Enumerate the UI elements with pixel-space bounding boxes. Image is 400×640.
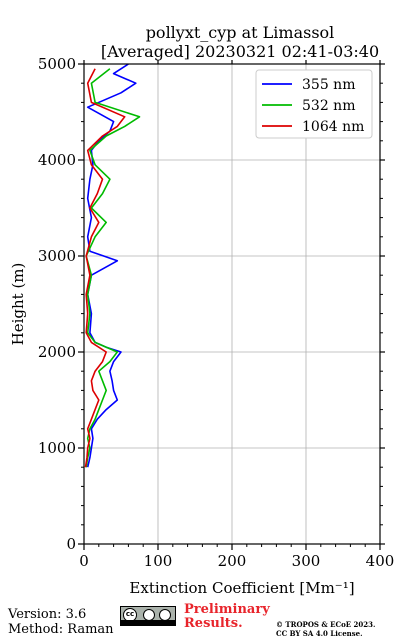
copyright-notice: © TROPOS & ECoE 2023. CC BY SA 4.0 Licen… — [276, 620, 375, 638]
y-tick-label: 5000 — [38, 55, 76, 73]
version-info: Version: 3.6 Method: Raman — [8, 607, 114, 637]
legend-label: 532 nm — [302, 98, 355, 114]
series-line-532-nm — [85, 68, 141, 468]
method-text: Method: Raman — [8, 622, 114, 637]
legend-label: 1064 nm — [302, 119, 364, 135]
x-tick-label: 100 — [144, 552, 173, 570]
y-tick-label: 2000 — [38, 343, 76, 361]
preliminary-results-notice: Preliminary Results. — [184, 603, 270, 631]
x-tick-label: 200 — [218, 552, 247, 570]
x-axis-label: Extinction Coefficient [Mm⁻¹] — [129, 579, 354, 597]
y-tick-label: 1000 — [38, 439, 76, 457]
y-tick-label: 4000 — [38, 151, 76, 169]
y-axis-label: Height (m) — [9, 263, 27, 346]
y-tick-label: 3000 — [38, 247, 76, 265]
chart-title: pollyxt_cyp at Limassol — [146, 23, 335, 42]
chart-subtitle: [Averaged] 20230321 02:41-03:40 — [101, 42, 379, 61]
legend-box — [255, 69, 373, 139]
y-tick-label: 0 — [66, 535, 76, 553]
legend-label: 355 nm — [302, 77, 355, 93]
x-tick-label: 300 — [292, 552, 321, 570]
copyright-line1: © TROPOS & ECoE 2023. — [276, 620, 376, 629]
preliminary-line1: Preliminary — [184, 602, 270, 617]
copyright-line2: CC BY SA 4.0 License. — [276, 629, 363, 638]
legend: 355 nm 532 nm 1064 nm — [255, 69, 373, 139]
badge-strip — [121, 620, 175, 625]
preliminary-line2: Results. — [184, 616, 243, 631]
series-line-1064-nm — [84, 68, 126, 468]
series-lines — [84, 63, 141, 468]
x-tick-label: 0 — [79, 552, 89, 570]
version-text: Version: 3.6 — [8, 607, 87, 622]
cc-license-badge: cc — [120, 606, 176, 626]
x-tick-label: 400 — [366, 552, 395, 570]
